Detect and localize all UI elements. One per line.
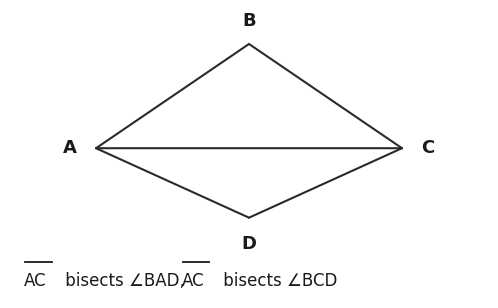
Text: bisects ∠BCD: bisects ∠BCD — [218, 272, 337, 290]
Text: AC: AC — [182, 272, 205, 290]
Text: D: D — [242, 235, 256, 253]
Text: AC: AC — [24, 272, 47, 290]
Text: C: C — [421, 139, 434, 157]
Text: A: A — [63, 139, 77, 157]
Text: bisects ∠BAD,: bisects ∠BAD, — [60, 272, 190, 290]
Text: B: B — [242, 11, 256, 30]
